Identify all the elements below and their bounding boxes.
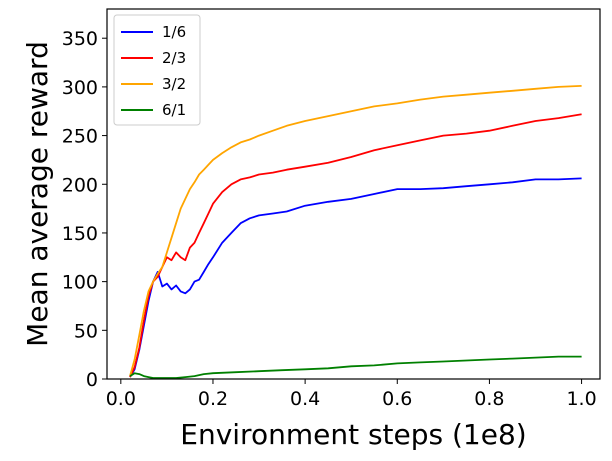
series-layer [129,85,582,379]
y-tick-label: 150 [62,223,98,245]
x-axis-label: Environment steps (1e8) [180,418,526,451]
y-tick-label: 50 [74,320,98,342]
legend-box [113,14,201,126]
legend-label: 6/1 [162,101,186,119]
y-tick-label: 350 [62,28,98,50]
y-axis-label: Mean average reward [21,41,54,347]
x-tick-label: 0.2 [198,388,228,410]
x-axis-ticks: 0.0 0.2 0.4 0.6 0.8 1.0 [106,379,597,410]
y-tick-label: 0 [86,369,98,391]
y-tick-label: 300 [62,77,98,99]
legend-label: 1/6 [162,23,186,41]
x-tick-label: 0.6 [382,388,412,410]
x-tick-label: 0.4 [290,388,320,410]
series-line-2 [129,113,582,378]
y-axis-ticks: 0 50 100 150 200 250 300 350 [62,28,107,391]
series-line-3 [129,85,582,377]
series-line-1 [129,177,582,378]
series-line-4 [129,355,582,379]
legend-label: 3/2 [162,75,186,93]
y-tick-label: 200 [62,174,98,196]
y-tick-label: 100 [62,272,98,294]
x-tick-label: 1.0 [566,388,596,410]
legend: 1/6 2/3 3/2 6/1 [113,14,201,126]
y-tick-label: 250 [62,126,98,148]
x-tick-label: 0.8 [474,388,504,410]
x-tick-label: 0.0 [106,388,136,410]
plot-area-frame [106,8,601,380]
legend-label: 2/3 [162,49,186,67]
